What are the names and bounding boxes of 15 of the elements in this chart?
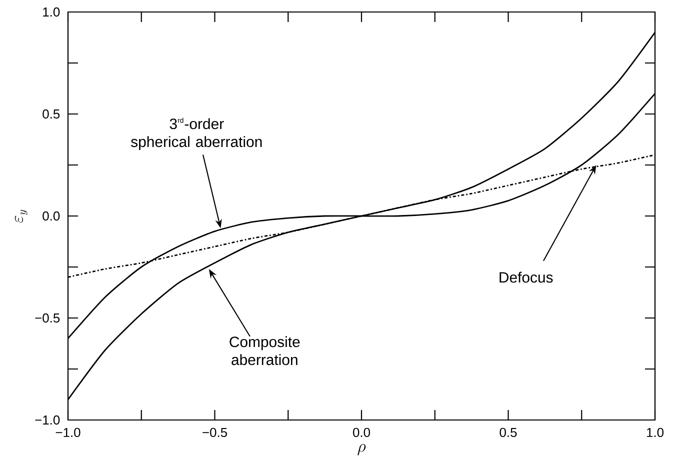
annotation: Defocus <box>500 272 553 283</box>
y-tick-label: 0.0 <box>42 211 60 221</box>
x-tick-label: 1.0 <box>646 428 664 438</box>
x-tick-label: 0.0 <box>353 428 370 438</box>
y-axis-title: $\varepsilon_y$ <box>14 210 28 223</box>
y-tick-label: −1.0 <box>35 415 60 425</box>
x-tick-label: 0.5 <box>500 428 517 438</box>
x-axis-title: $\rho$ <box>358 444 366 456</box>
x-tick-label: −1.0 <box>56 428 80 438</box>
annotation: $\begin{array}{c}\mbox{3}^{\mbox{\scriptsize rd}}\mbox{-order}\\ \mbox{spherical aberration}\end{array}$ <box>131 118 262 150</box>
y-tick-label: 0.5 <box>42 109 60 119</box>
x-tick-label: −0.5 <box>202 428 227 438</box>
y-tick-label: −0.5 <box>35 313 60 323</box>
annotation: Composite aberration <box>230 336 300 366</box>
y-tick-label: 1.0 <box>43 7 60 17</box>
